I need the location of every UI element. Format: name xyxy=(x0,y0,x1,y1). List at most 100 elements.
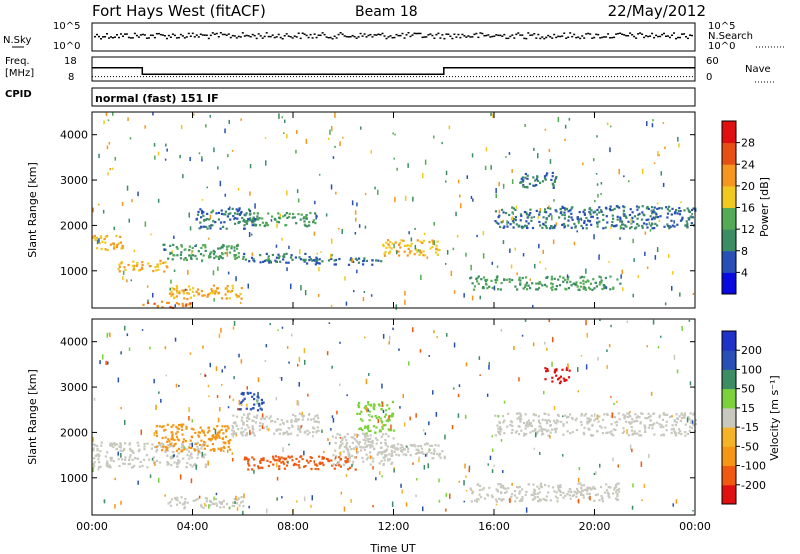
heatmap-cell xyxy=(285,212,288,215)
heatmap-cell xyxy=(270,420,273,423)
colorbar-swatch xyxy=(722,465,736,486)
heatmap-cell xyxy=(508,278,511,281)
heatmap-cell xyxy=(345,446,348,449)
noise-point xyxy=(529,34,532,36)
noise-point xyxy=(609,37,612,39)
heatmap-cell xyxy=(619,216,622,219)
heatmap-cell xyxy=(212,436,216,439)
heatmap-cell xyxy=(265,160,267,166)
heatmap-cell xyxy=(350,499,352,503)
heatmap-cell xyxy=(626,415,629,419)
heatmap-cell xyxy=(159,262,162,265)
heatmap-cell xyxy=(514,500,517,503)
heatmap-cell xyxy=(618,168,620,175)
heatmap-cell xyxy=(635,205,639,208)
heatmap-cell xyxy=(190,478,193,484)
heatmap-cell xyxy=(502,421,505,424)
heatmap-cell xyxy=(611,208,614,212)
heatmap-cell xyxy=(557,489,560,492)
heatmap-cell xyxy=(593,419,596,422)
heatmap-cell xyxy=(369,437,372,440)
heatmap-cell xyxy=(564,124,567,129)
heatmap-cell xyxy=(327,459,330,462)
heatmap-cell xyxy=(301,415,305,418)
heatmap-cell xyxy=(217,291,221,294)
heatmap-cell xyxy=(588,286,591,289)
heatmap-cell xyxy=(380,460,383,463)
heatmap-cell xyxy=(217,257,221,260)
heatmap-cell xyxy=(573,241,576,246)
heatmap-cell xyxy=(201,244,205,247)
heatmap-cell xyxy=(546,172,549,175)
heatmap-cell xyxy=(149,474,152,478)
heatmap-cell xyxy=(675,499,678,504)
heatmap-cell xyxy=(221,384,223,386)
heatmap-cell xyxy=(588,207,592,210)
heatmap-cell xyxy=(284,457,288,460)
velocity-x-ticks: 00:00 04:00 08:00 12:00 16:00 20:00 00:00 xyxy=(76,319,711,533)
heatmap-cell xyxy=(538,425,541,428)
heatmap-cell xyxy=(358,440,361,444)
heatmap-cell xyxy=(96,445,99,448)
heatmap-cell xyxy=(169,287,171,291)
heatmap-cell xyxy=(93,397,96,401)
heatmap-cell xyxy=(336,433,339,436)
heatmap-cell xyxy=(228,251,232,254)
noise-point xyxy=(229,36,232,39)
heatmap-cell xyxy=(347,450,350,453)
noise-point xyxy=(391,37,394,39)
heatmap-cell xyxy=(241,500,244,503)
heatmap-cell xyxy=(204,218,207,222)
heatmap-cell xyxy=(282,457,285,460)
heatmap-cell xyxy=(537,286,541,290)
heatmap-cell xyxy=(114,477,116,481)
heatmap-cell xyxy=(606,491,609,494)
heatmap-cell xyxy=(524,285,527,288)
heatmap-cell xyxy=(305,215,308,219)
heatmap-cell xyxy=(579,276,582,279)
heatmap-cell xyxy=(485,280,488,283)
heatmap-cell xyxy=(519,420,522,423)
heatmap-cell xyxy=(459,194,461,198)
heatmap-cell xyxy=(684,423,687,426)
heatmap-cell xyxy=(232,432,234,438)
heatmap-cell xyxy=(213,448,216,451)
heatmap-cell xyxy=(641,224,644,228)
heatmap-cell xyxy=(296,400,299,406)
heatmap-cell xyxy=(278,113,280,119)
heatmap-cell xyxy=(514,431,517,434)
heatmap-cell xyxy=(164,248,167,251)
heatmap-cell xyxy=(346,442,349,445)
noise-point xyxy=(373,34,376,36)
noise-point xyxy=(471,36,474,38)
heatmap-cell xyxy=(251,419,254,422)
heatmap-cell xyxy=(600,279,603,282)
heatmap-cell xyxy=(392,446,395,449)
heatmap-cell xyxy=(238,220,241,223)
heatmap-cell xyxy=(271,215,274,218)
noise-point xyxy=(493,35,496,37)
heatmap-cell xyxy=(398,454,401,457)
noise-point xyxy=(547,34,550,37)
noise-point xyxy=(277,33,280,36)
heatmap-cell xyxy=(360,410,363,413)
noise-point xyxy=(539,37,542,40)
heatmap-cell xyxy=(402,453,405,456)
y-tick-label: 3000 xyxy=(60,174,88,187)
heatmap-cell xyxy=(307,418,310,421)
heatmap-cell xyxy=(220,428,223,431)
heatmap-cell xyxy=(274,455,278,458)
heatmap-cell xyxy=(217,255,220,258)
noise-point xyxy=(537,33,540,36)
heatmap-cell xyxy=(525,422,528,426)
noise-point xyxy=(663,32,665,35)
heatmap-cell xyxy=(505,156,507,158)
freq-label-line2: [MHz] xyxy=(5,68,34,79)
heatmap-cell xyxy=(190,452,193,455)
heatmap-cell xyxy=(187,292,191,295)
heatmap-cell xyxy=(141,329,144,331)
heatmap-cell xyxy=(179,257,183,260)
heatmap-cell xyxy=(688,319,691,322)
heatmap-cell xyxy=(304,290,307,296)
frequency-panel: Freq. [MHz] 18 8 60 0 Nave CPID xyxy=(5,56,775,100)
